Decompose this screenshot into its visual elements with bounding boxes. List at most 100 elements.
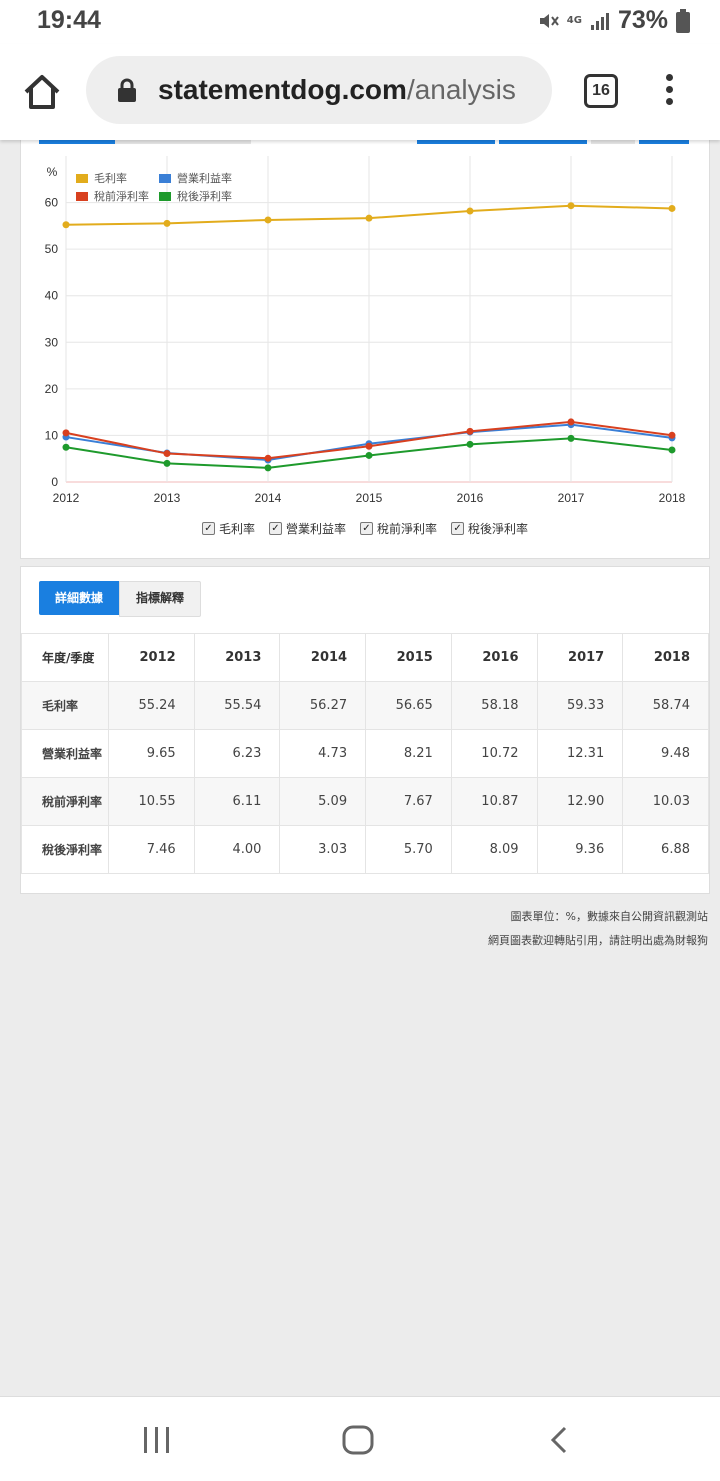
- url-bar[interactable]: statementdog.com/analysis: [86, 56, 552, 124]
- home-icon[interactable]: [22, 72, 62, 112]
- data-point: [163, 219, 171, 227]
- signal-icon: [590, 12, 609, 30]
- data-point: [163, 450, 171, 458]
- table-cell: 12.31: [536, 729, 624, 778]
- table-cell: 9.65: [108, 729, 195, 778]
- table-header: 2018: [622, 633, 709, 682]
- x-tick-label: 2017: [558, 491, 585, 505]
- data-point: [365, 442, 373, 450]
- table-cell: 9.36: [536, 825, 624, 874]
- checkbox-icon[interactable]: ✓: [201, 522, 215, 535]
- legend-label: 毛利率: [94, 171, 127, 185]
- status-icons: 4G 73%: [537, 6, 690, 35]
- chart-button-partial[interactable]: [417, 138, 495, 144]
- back-icon[interactable]: [548, 1425, 570, 1455]
- checkbox-icon[interactable]: ✓: [360, 522, 373, 535]
- home-nav-icon[interactable]: [342, 1425, 374, 1455]
- table-row: 稅前淨利率 10.55 6.11 5.09 7.67 10.87 12.90 1…: [21, 777, 709, 826]
- data-point: [668, 446, 676, 454]
- margin-table: 年度/季度 2012 2013 2014 2015 2016 2017 2018…: [21, 633, 709, 874]
- x-tick-label: 2015: [356, 491, 383, 505]
- tab-metric-explanation[interactable]: 指標解釋: [119, 581, 202, 617]
- data-point: [365, 214, 373, 222]
- toggle-pretax-margin[interactable]: ✓ 稅前淨利率: [360, 520, 437, 537]
- y-tick-label: 30: [45, 335, 59, 349]
- data-point: [567, 418, 575, 426]
- table-cell: 12.90: [536, 777, 624, 826]
- data-point: [264, 454, 272, 462]
- y-tick-label: 40: [45, 289, 59, 303]
- data-point: [668, 431, 676, 439]
- chart-tab-partial[interactable]: [115, 138, 251, 144]
- row-label: 稅前淨利率: [21, 777, 109, 826]
- toggle-label: 營業利益率: [285, 522, 346, 536]
- overflow-menu-icon[interactable]: [662, 74, 676, 110]
- table-cell: 10.03: [622, 777, 709, 826]
- url-domain: statementdog.com: [158, 74, 407, 105]
- legend-swatch: [76, 174, 88, 183]
- chart-tab-partial[interactable]: [39, 138, 115, 144]
- chart-card: 0 10 20 30 40 50 60% 2012 2013 2014 2015 2016 2017 20…: [20, 138, 710, 559]
- recent-apps-icon[interactable]: [142, 1427, 172, 1453]
- table-header: 2014: [279, 633, 367, 682]
- status-bar: 19:44 4G 73%: [0, 0, 720, 44]
- checkbox-icon[interactable]: ✓: [268, 522, 282, 535]
- table-cell: 6.23: [193, 729, 281, 778]
- table-tabs: 詳細數據 指標解釋: [39, 581, 202, 617]
- data-point: [466, 440, 474, 448]
- x-tick-label: 2012: [53, 491, 80, 505]
- tab-switcher-button[interactable]: 16: [584, 74, 618, 108]
- row-label: 營業利益率: [21, 729, 109, 778]
- series-toggle-row: ✓ 毛利率 ✓ 營業利益率 ✓ 稅前淨利率 ✓ 稅後淨利率: [21, 520, 709, 537]
- profitability-line-chart: 0 10 20 30 40 50 60% 2012 2013 2014 2015 2016 2017 20…: [45, 156, 686, 505]
- table-header: 2016: [450, 633, 538, 682]
- footnote-source: 圖表單位：%，數據來自公開資訊觀測站: [510, 910, 708, 923]
- table-row: 毛利率 55.24 55.54 56.27 56.65 58.18 59.33 …: [21, 681, 709, 730]
- table-cell: 3.03: [279, 825, 367, 874]
- legend-label: 稅後淨利率: [177, 189, 232, 203]
- battery-icon: [676, 8, 690, 33]
- table-cell: 10.55: [108, 777, 195, 826]
- table-cell: 7.67: [365, 777, 452, 826]
- toggle-label: 毛利率: [218, 522, 255, 536]
- y-axis-unit: %: [47, 165, 58, 179]
- data-point: [365, 451, 373, 459]
- row-label: 毛利率: [21, 681, 109, 730]
- data-point: [62, 443, 70, 451]
- data-table-card: 詳細數據 指標解釋 年度/季度 2012 2013 2014 2015 2016…: [20, 566, 710, 894]
- x-tick-label: 2014: [255, 491, 282, 505]
- table-row: 營業利益率 9.65 6.23 4.73 8.21 10.72 12.31 9.…: [21, 729, 709, 778]
- table-cell: 4.73: [279, 729, 367, 778]
- mute-icon: [539, 13, 559, 28]
- table-cell: 6.88: [622, 825, 709, 874]
- chart-button-partial[interactable]: [591, 138, 635, 144]
- legend-label: 營業利益率: [177, 171, 232, 185]
- url-text: statementdog.com/analysis: [158, 74, 516, 106]
- system-nav-bar: [0, 1396, 720, 1481]
- y-tick-label: 20: [45, 382, 59, 396]
- data-point: [163, 459, 171, 467]
- table-cell: 7.46: [108, 825, 195, 874]
- x-tick-label: 2018: [659, 491, 686, 505]
- tab-detailed-data[interactable]: 詳細數據: [39, 581, 120, 615]
- y-tick-label: 0: [51, 475, 58, 489]
- url-path: /analysis: [406, 74, 516, 105]
- table-cell: 8.21: [365, 729, 452, 778]
- legend-swatch: [159, 192, 171, 201]
- table-cell: 10.72: [450, 729, 538, 778]
- toggle-net-margin[interactable]: ✓ 稅後淨利率: [451, 520, 528, 537]
- footnote-citation: 網頁圖表歡迎轉貼引用，請註明出處為財報狗: [488, 934, 708, 947]
- toggle-operating-margin[interactable]: ✓ 營業利益率: [268, 520, 346, 537]
- data-point: [567, 202, 575, 210]
- battery-percent: 73%: [617, 6, 668, 34]
- chart-button-partial[interactable]: [639, 138, 689, 144]
- data-point: [264, 464, 272, 472]
- table-header: 2015: [365, 633, 452, 682]
- chart-button-partial[interactable]: [499, 138, 587, 144]
- table-cell: 58.18: [450, 681, 538, 730]
- x-tick-label: 2013: [154, 491, 181, 505]
- toggle-gross-margin[interactable]: ✓ 毛利率: [201, 520, 255, 537]
- checkbox-icon[interactable]: ✓: [451, 522, 465, 535]
- network-type: 4G: [566, 14, 582, 26]
- x-tick-label: 2016: [457, 491, 484, 505]
